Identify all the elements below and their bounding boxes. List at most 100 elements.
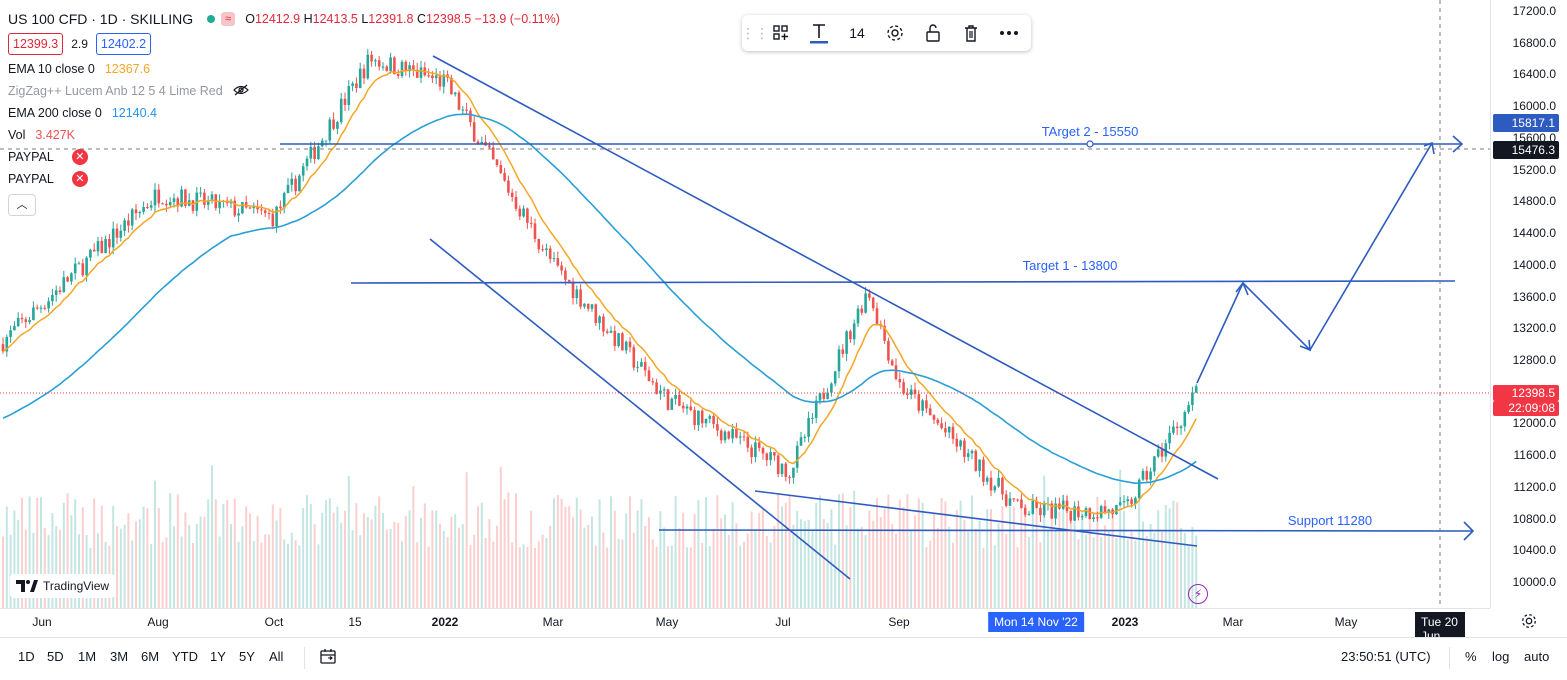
volume-bar [697, 500, 700, 608]
candle-body [427, 75, 430, 77]
drag-handle-icon[interactable]: ⋮⋮ [741, 24, 769, 41]
tradingview-logo[interactable]: TradingView [10, 574, 116, 598]
log-scale-button[interactable]: log [1492, 649, 1510, 664]
wedge-upper-trendline[interactable] [432, 55, 1219, 480]
target2-label[interactable]: TArget 2 - 15550 [1041, 124, 1139, 139]
range-all-button[interactable]: All [269, 649, 284, 664]
volume-bar [420, 517, 422, 608]
candle-body [833, 371, 837, 384]
volume-bar [826, 522, 829, 608]
approx-data-icon[interactable]: ≈ [221, 12, 236, 26]
more-icon[interactable] [990, 15, 1028, 51]
price-axis[interactable]: 10000.0 10400.0 10800.0 11200.0 11600.0 12000… [1490, 0, 1567, 608]
volume-bar [477, 506, 479, 608]
text-color-icon[interactable] [800, 15, 838, 51]
candle-body [761, 447, 765, 454]
target2-price-tag: 15817.1 [1493, 114, 1559, 132]
clock-timezone[interactable]: 23:50:51 (UTC) [1341, 649, 1431, 664]
volume-bar [165, 537, 168, 608]
candle-body [134, 209, 138, 214]
volume-bar [469, 545, 472, 608]
candle-body [290, 178, 294, 185]
font-size-button[interactable]: 14 [849, 25, 865, 41]
buy-button[interactable]: 12402.2 [95, 33, 152, 55]
volume-bar [731, 502, 734, 608]
candle-body [678, 394, 681, 406]
price-tick-label: 12000.0 [1512, 416, 1556, 431]
ema10-line[interactable] [2, 69, 1197, 515]
price-chart[interactable] [0, 0, 1490, 608]
candle-body [613, 330, 617, 346]
zigzag-name: ZigZag++ Lucem Anb 12 5 4 Lime Red [8, 84, 223, 98]
sell-button[interactable]: 12399.3 [8, 33, 64, 55]
target1-line[interactable] [350, 280, 1456, 284]
range-1m-button[interactable]: 1M [78, 649, 97, 664]
ema200-line[interactable] [2, 113, 1197, 485]
volume-bar [264, 534, 267, 608]
zigzag-row[interactable]: ZigZag++ Lucem Anb 12 5 4 Lime Red [8, 80, 560, 102]
volume-bar [1100, 536, 1103, 608]
settings-gear-icon[interactable] [876, 15, 914, 51]
projection-path[interactable] [1196, 142, 1433, 384]
candle-body [1153, 456, 1156, 472]
range-3m-button[interactable]: 3M [110, 649, 129, 664]
vol-row[interactable]: Vol 3.427K [8, 124, 560, 146]
candle-body [1107, 509, 1111, 513]
paypal-row-2[interactable]: PAYPAL ✕ [8, 168, 560, 190]
lock-icon[interactable] [914, 15, 952, 51]
auto-scale-button[interactable]: auto [1524, 649, 1550, 664]
templates-icon[interactable] [762, 15, 800, 51]
percent-scale-button[interactable]: % [1465, 649, 1477, 664]
candle-body [704, 418, 708, 424]
volume-bar [1153, 532, 1156, 608]
volume-bar [796, 510, 799, 608]
range-ytd-button[interactable]: YTD [172, 649, 198, 664]
range-5d-button[interactable]: 5D [47, 649, 64, 664]
candle-body [81, 263, 85, 276]
candle-body [594, 304, 598, 323]
collapse-legend-button[interactable]: ︿ [8, 194, 36, 216]
symbol-title[interactable]: US 100 CFD · 1D · SKILLING [8, 11, 194, 27]
error-icon[interactable]: ✕ [71, 171, 88, 187]
volume-bar [811, 530, 814, 608]
channel-lower-trendline[interactable] [429, 238, 851, 580]
candle-body [256, 206, 259, 210]
candle-body [168, 202, 172, 206]
volume-bar [47, 535, 50, 608]
support-label[interactable]: Support 11280 [1287, 513, 1373, 528]
candle-body [442, 74, 446, 87]
lightning-icon[interactable]: ⚡ [1188, 584, 1208, 604]
volume-bar [176, 494, 179, 608]
volume-bar [974, 528, 977, 608]
vol-value: 3.427K [35, 128, 76, 142]
chart-area[interactable]: US 100 CFD · 1D · SKILLING ≈ O12412.9 H1… [0, 0, 1490, 608]
volume-bar [36, 498, 39, 608]
range-1d-button[interactable]: 1D [18, 649, 35, 664]
volume-bar [1066, 494, 1068, 608]
volume-bar [674, 496, 677, 608]
target1-label[interactable]: Target 1 - 13800 [1022, 258, 1118, 273]
range-6m-button[interactable]: 6M [141, 649, 160, 664]
hidden-eye-icon[interactable] [232, 83, 249, 99]
time-axis[interactable]: May Mar 2023 Sep Jul May Mar 2022 15 Oct Aug Jun Mo… [0, 608, 1490, 660]
volume-bar [1016, 547, 1019, 608]
volume-bar [241, 526, 244, 608]
chart-settings-gear-icon[interactable] [1520, 612, 1538, 635]
candle-body [993, 486, 997, 491]
candle-body [1039, 507, 1042, 516]
line-handle[interactable] [1086, 140, 1094, 148]
ema10-row[interactable]: EMA 10 close 0 12367.6 [8, 58, 560, 80]
range-5y-button[interactable]: 5Y [239, 649, 255, 664]
candle-body [28, 320, 31, 323]
date-range-icon[interactable] [319, 648, 337, 671]
ema200-row[interactable]: EMA 200 close 0 12140.4 [8, 102, 560, 124]
range-1y-button[interactable]: 1Y [210, 649, 226, 664]
volume-bar [237, 541, 240, 608]
candle-body [404, 61, 408, 72]
wedge-lower-trendline[interactable] [754, 490, 1198, 547]
error-icon[interactable]: ✕ [71, 149, 88, 165]
paypal-row-1[interactable]: PAYPAL ✕ [8, 146, 560, 168]
trash-icon[interactable] [952, 15, 990, 51]
volume-bar [940, 497, 943, 608]
candle-body [465, 109, 468, 111]
